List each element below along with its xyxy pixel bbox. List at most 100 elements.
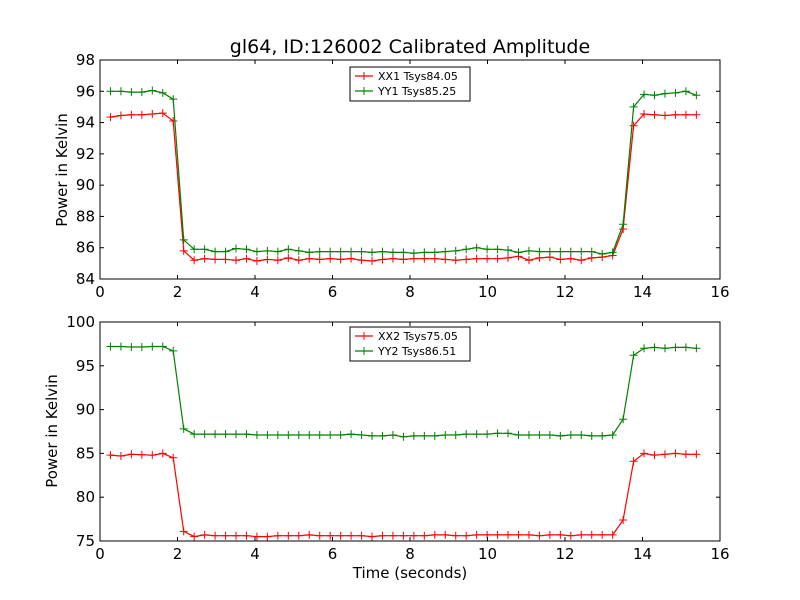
chart-2-series-2-point (179, 424, 188, 433)
chart-1-xtick-label: 14 (633, 283, 652, 301)
chart-2-series-1-point (556, 530, 565, 539)
chart-1-series-2-point (504, 246, 513, 255)
chart-1-ytick-label: 88 (76, 207, 95, 225)
chart-2-series-2-point (263, 431, 272, 440)
chart-1-series-2-point (619, 220, 628, 229)
chart-2-ytick-label: 80 (76, 488, 95, 506)
chart-1-legend-label: XX1 Tsys84.05 (378, 70, 458, 83)
chart-2-series-1-point (409, 531, 418, 540)
chart-2-series-1-point (430, 530, 439, 539)
chart-2-series-1-point (169, 453, 178, 462)
chart-2-series-1-point (566, 531, 575, 540)
chart-2-series-2-point (221, 430, 230, 439)
chart-2-series-2-point (640, 344, 649, 353)
chart-2-series-2-point (587, 431, 596, 440)
chart-1-series-2-point (378, 247, 387, 256)
chart-2-series-1-point (671, 449, 680, 458)
chart-1-series-1-point (106, 113, 115, 122)
chart-2-series-2-point (190, 430, 199, 439)
chart-2-series-1-point (535, 531, 544, 540)
chart-2-series-2-point (472, 430, 481, 439)
chart-2-series-2-point (441, 431, 450, 440)
chart-2-series-2-point (399, 432, 408, 441)
chart-1-series-2-point (368, 248, 377, 257)
chart-2-legend: XX2 Tsys75.05 YY2 Tsys86.51 (349, 326, 471, 362)
chart-2-series-2-point (378, 431, 387, 440)
chart-2-series-1-point (221, 531, 230, 540)
chart-1-series-2-point (158, 88, 167, 97)
chart-1-ytick-label: 84 (76, 270, 95, 288)
chart-2-series-1-point (619, 515, 628, 524)
chart-1-series-1-point (483, 254, 492, 263)
chart-1-series-2-point (232, 244, 241, 253)
chart-2-series-2-point (660, 344, 669, 353)
chart-2-series-1-point (357, 531, 366, 540)
chart-2-series-1-point (587, 530, 596, 539)
chart-1-series-2-point (483, 245, 492, 254)
chart-2-series-1-point (368, 532, 377, 541)
chart-2-series-2-point (315, 431, 324, 440)
chart-1-series-2-point (545, 247, 554, 256)
chart-2-series-1-point (263, 532, 272, 541)
chart-2-series-1-point (524, 530, 533, 539)
chart-2-series-2-point (158, 342, 167, 351)
chart-2-series-2-point (681, 343, 690, 352)
chart-1-axes: 0 2 4 6 8 10 12 14 16 84 86 88 90 92 94 96 98 XX1 Tsys84.… (76, 51, 730, 301)
chart-2-xtick-label: 0 (95, 545, 105, 563)
chart-1-ytick-label: 90 (76, 176, 95, 194)
chart-2-series-2 (106, 342, 701, 441)
chart-2-series-2-point (650, 343, 659, 352)
chart-1-xtick-label: 16 (710, 283, 729, 301)
chart-1-series-2-point (200, 245, 209, 254)
chart-1-series-2-point (409, 249, 418, 258)
chart-1-series-2-point (221, 247, 230, 256)
chart-1-series-1-point (681, 110, 690, 119)
chart-1-series-2-point (357, 247, 366, 256)
chart-2-series-2-point (357, 431, 366, 440)
chart-2-series-2-point (577, 431, 586, 440)
chart-1-series-2-point (566, 247, 575, 256)
chart-1-series-1-point (127, 110, 136, 119)
chart-1-legend-marker (360, 87, 368, 95)
chart-2-series-2-point (242, 430, 251, 439)
chart-1-xtick-label: 4 (250, 283, 260, 301)
chart-2-xtick-label: 10 (478, 545, 497, 563)
chart-2-legend-marker (360, 347, 368, 355)
chart-1-xtick-label: 10 (478, 283, 497, 301)
chart-2-series-1-point (577, 530, 586, 539)
chart-1-series-1-point (211, 255, 220, 264)
chart-1-series-2-point (420, 248, 429, 257)
chart-1-legend-label: YY1 Tsys85.25 (377, 85, 456, 98)
chart-2-series-1-point (388, 531, 397, 540)
chart-2-series-1-point (660, 450, 669, 459)
chart-2-series-2-point (347, 430, 356, 439)
chart-1-series-1-point (556, 255, 565, 264)
chart-1-series-1-point (137, 110, 146, 119)
chart-1-series-1-point (368, 257, 377, 266)
chart-1-series-1-point (399, 255, 408, 264)
chart-2-series-1-point (608, 530, 617, 539)
chart-1-series-1-point (221, 255, 230, 264)
chart-1-series-2-point (148, 86, 157, 95)
chart-1-series-1-point (336, 255, 345, 264)
chart-2-series-1-point (598, 530, 607, 539)
chart-1-series-1-point (660, 111, 669, 120)
chart-2-series-1-point (211, 531, 220, 540)
chart-1-series-1-point (116, 111, 125, 120)
chart-2-xtick-label: 16 (710, 545, 729, 563)
chart-2-legend-label: XX2 Tsys75.05 (378, 330, 458, 343)
chart-2-series-2-point (692, 344, 701, 353)
chart-1-series-1-point (692, 110, 701, 119)
chart-1-legend-box (349, 66, 471, 102)
chart-2-series-2-point (116, 342, 125, 351)
chart-2-axes: 0 2 4 6 8 10 12 14 16 75 80 85 90 95 100 XX2 Tsys75.05 Y… (66, 313, 729, 563)
chart-1-series-2-point (169, 95, 178, 104)
chart-2-series-2-point (284, 431, 293, 440)
chart-1-series-1-point (263, 255, 272, 264)
chart-2-series-1-point (106, 451, 115, 460)
chart-2-series-2-point (598, 431, 607, 440)
chart-1-series-1-point (577, 256, 586, 265)
chart-1-series-1-point (190, 256, 199, 265)
chart-2-series-2-point (409, 431, 418, 440)
